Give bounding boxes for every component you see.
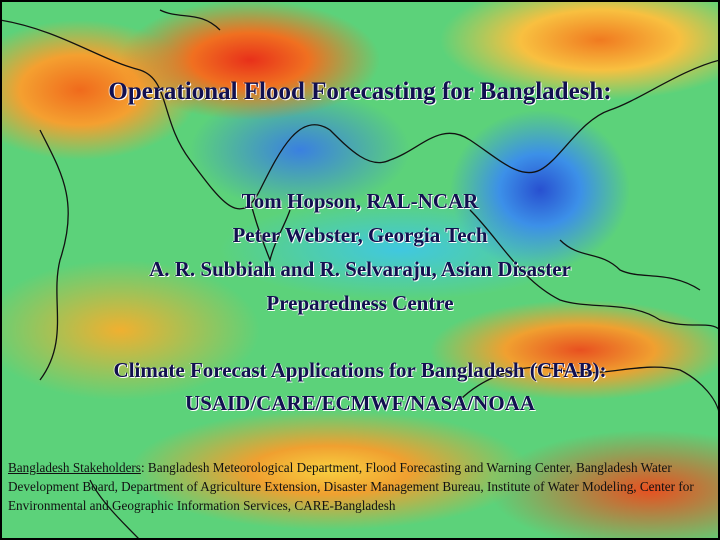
stakeholders-text: : Bangladesh Meteorological Department, … xyxy=(8,460,694,513)
stakeholders: Bangladesh Stakeholders: Bangladesh Mete… xyxy=(8,458,716,515)
author-line: Peter Webster, Georgia Tech xyxy=(232,223,488,247)
program-line: USAID/CARE/ECMWF/NASA/NOAA xyxy=(184,391,536,415)
slide-title: Operational Flood Forecasting for Bangla… xyxy=(108,78,612,105)
stakeholders-label: Bangladesh Stakeholders xyxy=(8,460,141,475)
author-line: Tom Hopson, RAL-NCAR xyxy=(241,189,479,213)
author-line: Preparedness Centre xyxy=(266,291,454,315)
author-line: A. R. Subbiah and R. Selvaraju, Asian Di… xyxy=(149,257,571,281)
program-line: Climate Forecast Applications for Bangla… xyxy=(113,358,607,382)
